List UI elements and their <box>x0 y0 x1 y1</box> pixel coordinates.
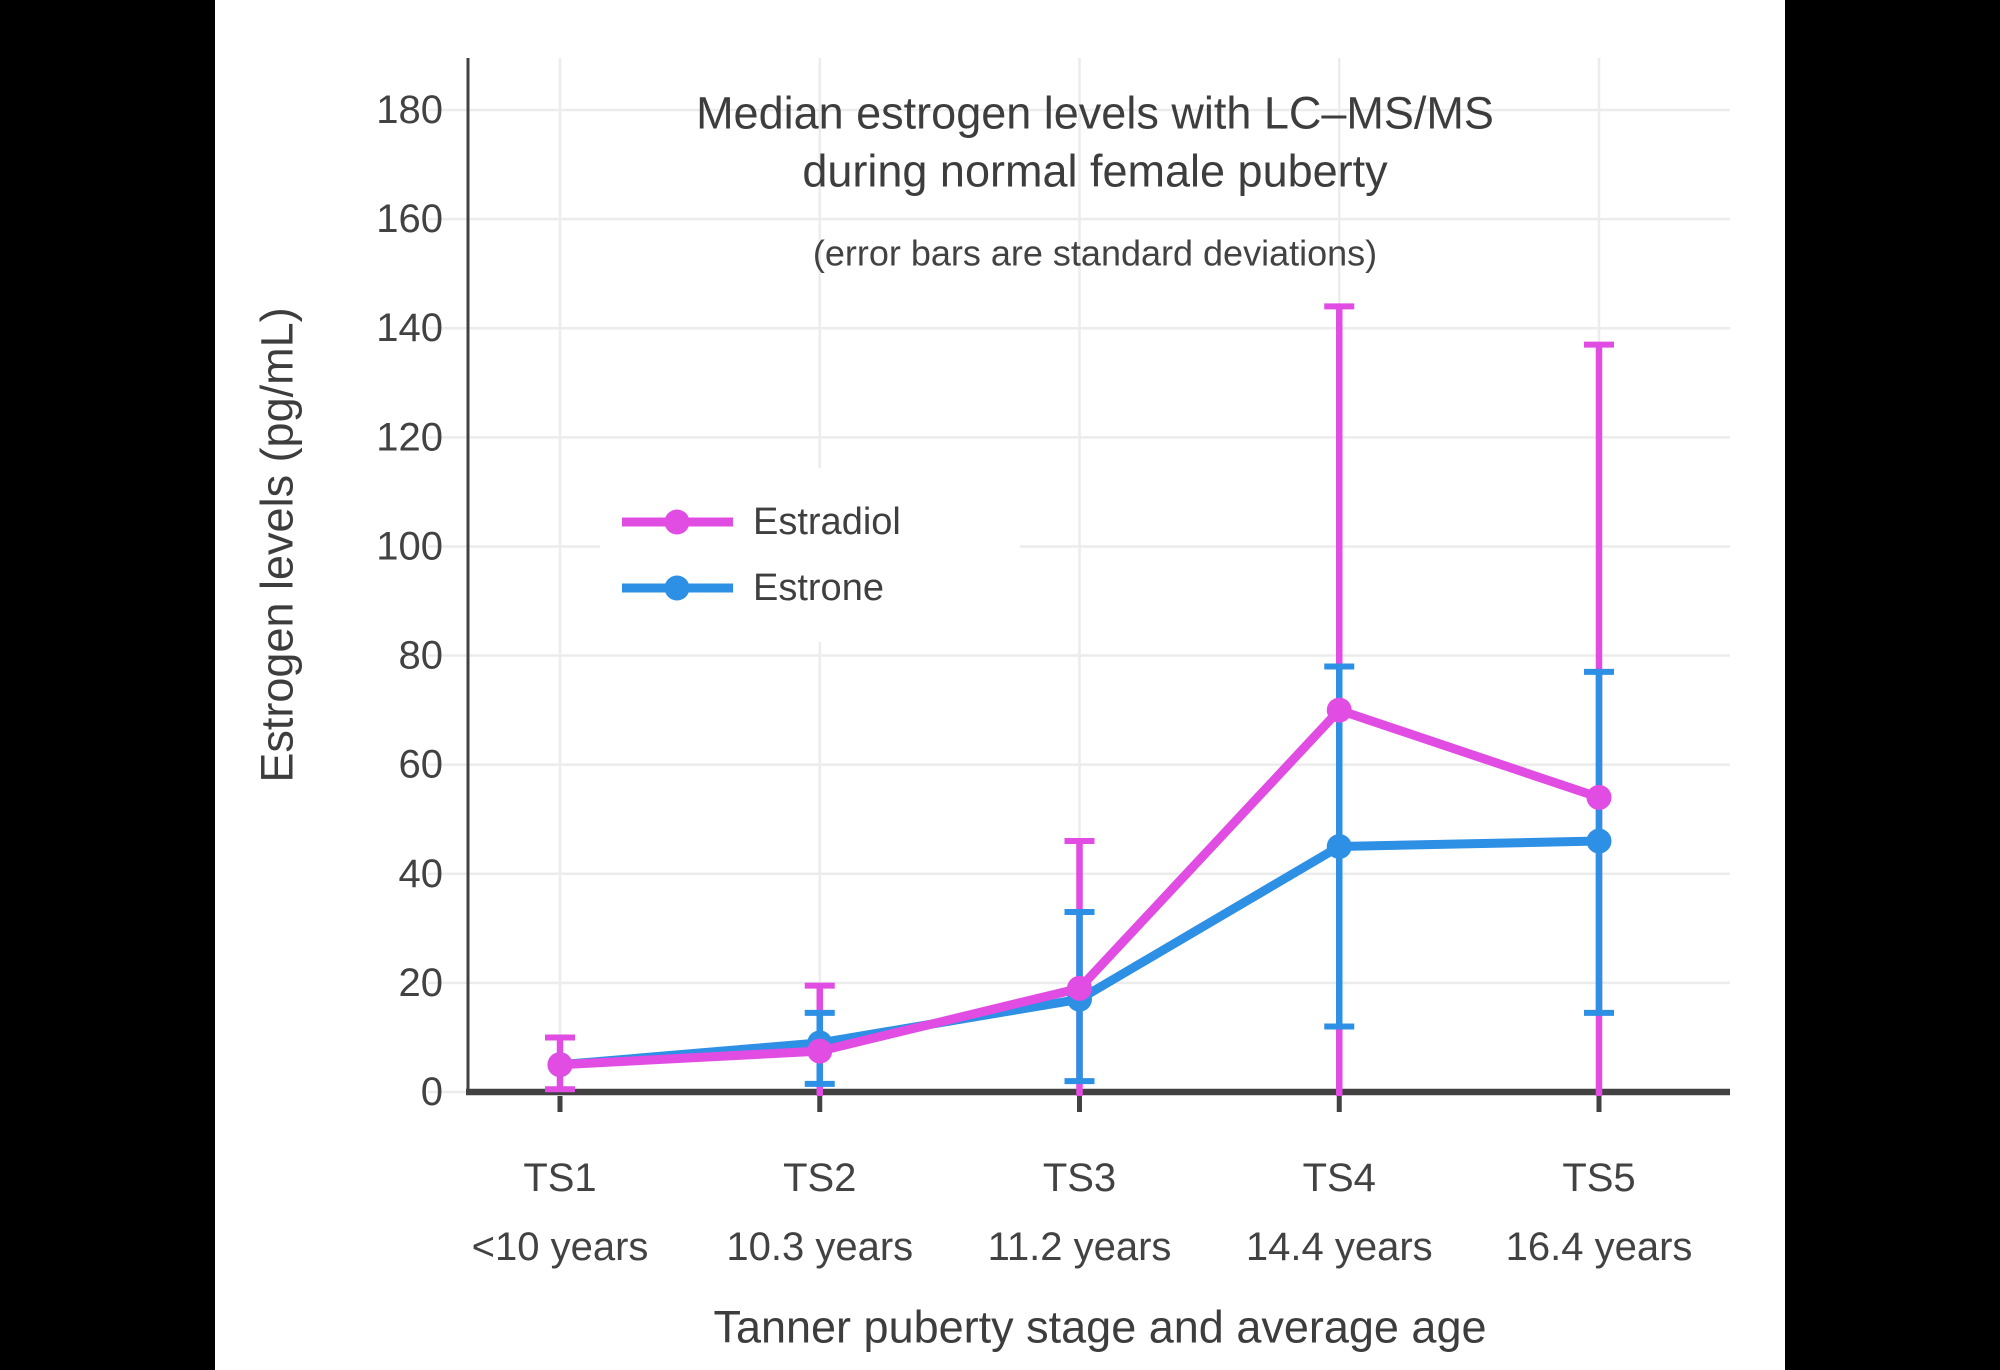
x-tick-label-stage: TS3 <box>1043 1156 1116 1200</box>
estradiol-marker <box>1067 975 1092 1001</box>
y-axis-tick-marks <box>428 108 468 1094</box>
x-tick-label-age: 14.4 years <box>1246 1225 1433 1269</box>
estrone-swatch-dot <box>664 575 690 601</box>
chart-title-line2: during normal female puberty <box>802 146 1388 197</box>
error-bars <box>545 303 1614 1096</box>
x-tick-label-age: 11.2 years <box>988 1225 1172 1269</box>
x-tick-label-stage: TS2 <box>783 1156 856 1200</box>
y-tick-label: 40 <box>399 852 444 896</box>
x-tick-labels: TS1 <10 years TS2 10.3 years TS3 11.2 years TS… <box>472 1156 1693 1269</box>
legend-background <box>600 468 1020 642</box>
legend: Estradiol Estrone <box>600 468 1020 642</box>
y-tick-labels: 0 20 40 60 80 100 120 140 160 180 <box>376 88 443 1114</box>
x-tick-label-age: 16.4 years <box>1506 1225 1693 1269</box>
y-tick-label: 60 <box>399 743 444 787</box>
legend-label-estradiol: Estradiol <box>753 501 901 543</box>
estrone-marker <box>1586 828 1612 854</box>
chart-title-line1: Median estrogen levels with LC–MS/MS <box>696 88 1494 139</box>
y-tick-label: 0 <box>421 1070 443 1114</box>
x-tick-label-age: <10 years <box>472 1225 649 1269</box>
x-axis-title: Tanner puberty stage and average age <box>713 1302 1486 1353</box>
x-tick-label-age: 10.3 years <box>726 1225 913 1269</box>
legend-item-estradiol[interactable]: Estradiol <box>622 501 901 543</box>
estradiol-marker <box>547 1052 573 1078</box>
y-tick-label: 140 <box>376 306 443 350</box>
y-tick-label: 180 <box>376 88 443 132</box>
estradiol-marker <box>1586 784 1612 810</box>
x-axis-ticks <box>557 1096 1602 1112</box>
estradiol-marker <box>1326 697 1352 723</box>
y-tick-label: 160 <box>376 197 443 241</box>
y-tick-label: 120 <box>376 415 443 459</box>
chart-canvas <box>215 0 1785 1370</box>
estradiol-marker <box>807 1038 833 1064</box>
estradiol-swatch-dot <box>664 509 690 535</box>
series-lines <box>547 697 1612 1078</box>
chart-subtitle: (error bars are standard deviations) <box>813 233 1377 274</box>
y-tick-label: 20 <box>399 961 444 1005</box>
y-tick-label: 80 <box>399 634 444 678</box>
estrone-marker <box>1326 834 1352 859</box>
x-tick-label-stage: TS1 <box>523 1156 596 1200</box>
y-axis-title: Estrogen levels (pg/mL) <box>252 307 303 782</box>
horizontal-gridlines <box>468 108 1730 985</box>
y-tick-label: 100 <box>376 524 443 568</box>
x-tick-label-stage: TS5 <box>1562 1156 1635 1200</box>
legend-label-estrone: Estrone <box>753 567 884 609</box>
legend-item-estrone[interactable]: Estrone <box>622 567 884 609</box>
x-tick-label-stage: TS4 <box>1303 1156 1376 1200</box>
